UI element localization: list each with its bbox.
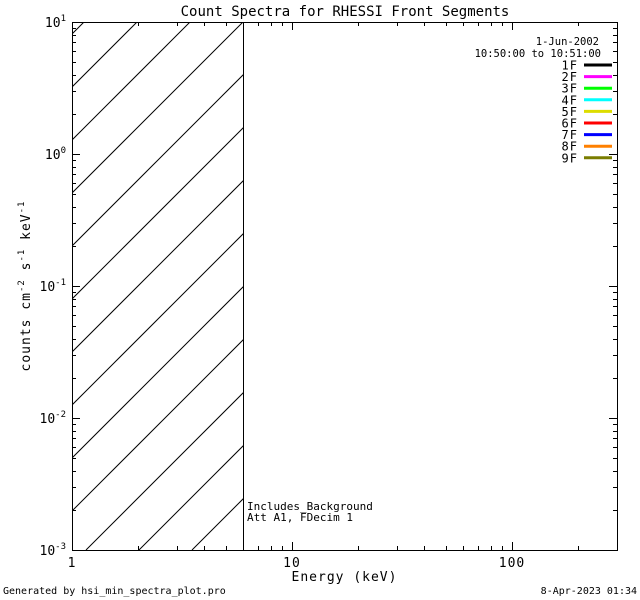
hatched-lowenergy-region bbox=[72, 22, 244, 550]
hatch-line bbox=[72, 127, 244, 300]
legend-entry-label: 9F bbox=[562, 151, 578, 165]
legend-entry-label: 2F bbox=[562, 70, 578, 84]
plot-title: Count Spectra for RHESSI Front Segments bbox=[180, 4, 510, 20]
hatch-line bbox=[85, 392, 244, 550]
x-axis-tick-label: 100 bbox=[499, 556, 525, 571]
legend-time-range: 10:50:00 to 10:51:00 bbox=[475, 48, 601, 60]
x-axis-tick-label: 1 bbox=[68, 556, 77, 571]
y-axis-tick-label: 10-3 bbox=[40, 542, 67, 559]
legend-entry-label: 8F bbox=[562, 140, 578, 154]
annotation-text: Att A1, FDecim 1 bbox=[247, 511, 353, 524]
plot-frame bbox=[72, 22, 618, 551]
hatch-line bbox=[72, 22, 191, 141]
legend-entry-label: 7F bbox=[562, 128, 578, 142]
hatch-line bbox=[72, 339, 244, 512]
legend-entry-label: 4F bbox=[562, 93, 578, 107]
legend-date: 1-Jun-2002 bbox=[536, 36, 599, 48]
hatch-line bbox=[72, 233, 244, 406]
generation-timestamp-text: 8-Apr-2023 01:34 bbox=[540, 586, 637, 597]
y-axis-tick-label: 10-2 bbox=[40, 410, 67, 427]
generator-credit-text: Generated by hsi_min_spectra_plot.pro bbox=[3, 586, 226, 597]
x-axis-title: Energy (keV) bbox=[292, 570, 398, 585]
x-axis-tick-label: 10 bbox=[283, 556, 301, 571]
legend-entry-label: 1F bbox=[562, 59, 578, 73]
hatch-line bbox=[72, 180, 244, 353]
y-axis-title: counts cm-2 s-1 keV-1 bbox=[17, 201, 34, 372]
legend-entry-label: 6F bbox=[562, 117, 578, 131]
legend-entry-label: 5F bbox=[562, 105, 578, 119]
legend-entry-label: 3F bbox=[562, 82, 578, 96]
y-axis-tick-label: 101 bbox=[45, 14, 66, 31]
y-axis-tick-label: 100 bbox=[45, 146, 66, 163]
hatch-line bbox=[72, 74, 244, 247]
y-axis-tick-label: 10-1 bbox=[40, 278, 67, 295]
hatch-line bbox=[138, 445, 244, 550]
annotation-text: Includes_Background bbox=[247, 500, 373, 513]
hatch-line bbox=[72, 22, 244, 194]
